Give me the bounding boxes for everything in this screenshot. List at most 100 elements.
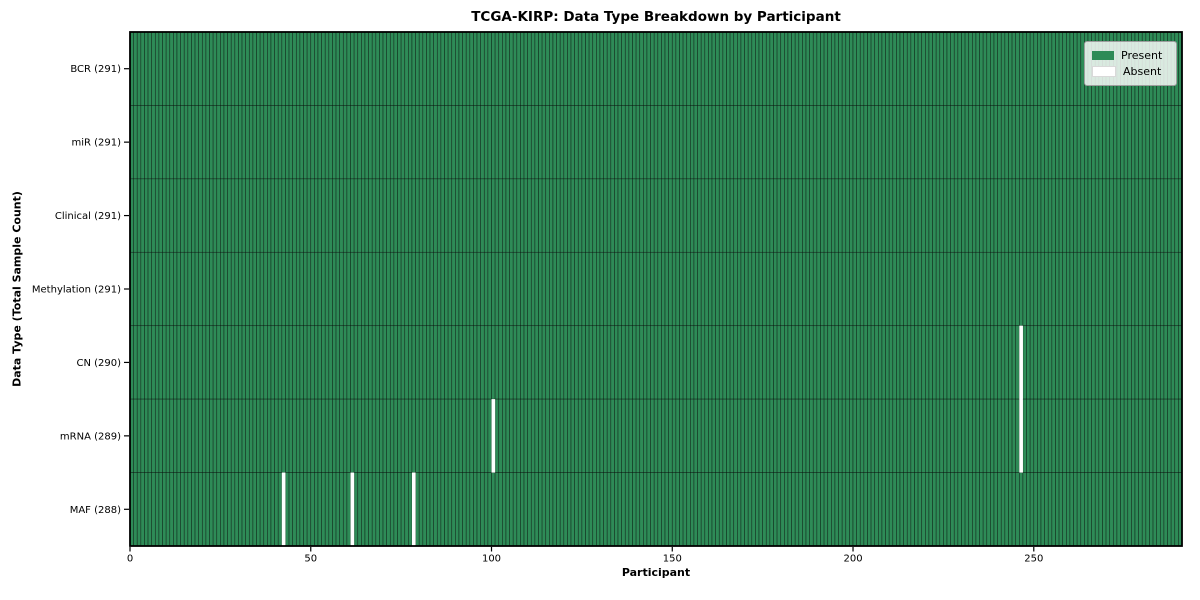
heatmap-cell-present: [668, 398, 673, 473]
heatmap-cell-present: [715, 398, 720, 473]
heatmap-cell-present: [679, 325, 684, 400]
heatmap-cell-present: [389, 398, 395, 473]
heatmap-cell-present: [809, 178, 814, 253]
heatmap-cell-present: [1011, 251, 1017, 327]
heatmap-cell-present: [769, 31, 774, 106]
heatmap-cell-present: [953, 31, 959, 106]
heatmap-cell-present: [614, 178, 619, 253]
heatmap-cell-present: [400, 31, 406, 106]
heatmap-cell-present: [328, 325, 333, 400]
heatmap-cell-present: [335, 105, 341, 180]
heatmap-cell-present: [1145, 472, 1150, 547]
heatmap-cell-present: [892, 325, 897, 400]
heatmap-cell-present: [1116, 178, 1121, 253]
heatmap-cell-present: [950, 325, 955, 400]
heatmap-cell-present: [733, 251, 738, 327]
heatmap-cell-present: [216, 325, 221, 400]
heatmap-cell-present: [1170, 105, 1176, 180]
heatmap-cell-present: [549, 178, 554, 253]
heatmap-cell-present: [303, 251, 308, 327]
plot-border: [129, 31, 1183, 547]
heatmap-cell-present: [502, 251, 507, 327]
heatmap-cell-present: [1022, 105, 1027, 180]
heatmap-cell-present: [194, 398, 200, 473]
heatmap-cell-present: [1084, 398, 1089, 473]
heatmap-cell-present: [1026, 31, 1031, 106]
heatmap-cell-present: [780, 105, 785, 180]
heatmap-cell-present: [1134, 178, 1139, 253]
heatmap-cell-present: [661, 325, 666, 400]
heatmap-cell-present: [859, 325, 865, 400]
heatmap-cell-present: [433, 472, 438, 547]
heatmap-cell-present: [859, 398, 865, 473]
heatmap-cell-present: [545, 31, 550, 106]
heatmap-cell-present: [411, 178, 416, 253]
heatmap-cell-present: [371, 178, 377, 253]
heatmap-cell-present: [762, 325, 767, 400]
heatmap-cell-present: [932, 325, 937, 400]
heatmap-cell-present: [708, 251, 713, 327]
heatmap-cell-present: [509, 472, 514, 547]
x-tick-label: 200: [843, 554, 862, 565]
heatmap-cell-present: [646, 325, 651, 400]
heatmap-cell-present: [183, 251, 189, 327]
heatmap-cell-present: [990, 325, 995, 400]
heatmap-cell-present: [925, 251, 930, 327]
heatmap-cell-present: [169, 31, 174, 106]
heatmap-cell-present: [1138, 398, 1143, 473]
heatmap-cell-present: [563, 398, 568, 473]
heatmap-cell-present: [527, 398, 532, 473]
heatmap-cell-present: [802, 472, 807, 547]
heatmap-cell-present: [581, 472, 586, 547]
heatmap-cell-present: [133, 31, 138, 106]
heatmap-cell-present: [711, 105, 716, 180]
heatmap-cell-present: [234, 398, 239, 473]
heatmap-cell-present: [252, 398, 257, 473]
heatmap-cell-present: [567, 325, 572, 400]
heatmap-cell-present: [765, 251, 771, 327]
heatmap-cell-present: [971, 472, 977, 547]
heatmap-cell-present: [697, 325, 702, 400]
heatmap-cell-present: [646, 472, 651, 547]
heatmap-cell-present: [874, 178, 879, 253]
heatmap-cell-present: [169, 325, 174, 400]
heatmap-cell-present: [1087, 325, 1092, 400]
heatmap-cell-present: [928, 472, 933, 547]
heatmap-cell-present: [870, 178, 876, 253]
heatmap-cell-present: [436, 31, 442, 106]
heatmap-cell-present: [599, 472, 604, 547]
heatmap-cell-present: [596, 325, 601, 400]
heatmap-cell-present: [946, 398, 951, 473]
heatmap-cell-present: [711, 251, 716, 327]
heatmap-cell-present: [657, 472, 662, 547]
heatmap-cell-present: [180, 105, 185, 180]
heatmap-cell-present: [1076, 472, 1082, 547]
heatmap-cell-present: [762, 178, 767, 253]
heatmap-cell-present: [429, 325, 434, 400]
heatmap-cell-present: [990, 251, 995, 327]
heatmap-cell-present: [910, 472, 915, 547]
heatmap-cell-present: [975, 251, 980, 327]
heatmap-cell-present: [274, 398, 279, 473]
heatmap-cell-present: [610, 178, 615, 253]
heatmap-cell-present: [671, 178, 677, 253]
heatmap-cell-present: [1004, 472, 1009, 547]
heatmap-cell-present: [180, 31, 185, 106]
heatmap-cell-present: [632, 251, 637, 327]
heatmap-cell-present: [306, 31, 312, 106]
heatmap-cell-present: [415, 325, 420, 400]
heatmap-cell-present: [169, 105, 174, 180]
heatmap-cell-present: [483, 31, 489, 106]
heatmap-cell-present: [512, 251, 518, 327]
heatmap-cell-present: [241, 325, 247, 400]
heatmap-cell-present: [230, 178, 236, 253]
heatmap-cell-present: [686, 325, 691, 400]
heatmap-cell-present: [704, 472, 709, 547]
heatmap-cell-present: [686, 105, 691, 180]
heatmap-cell-present: [473, 251, 478, 327]
heatmap-cell-present: [288, 105, 294, 180]
heatmap-cell-present: [1127, 251, 1132, 327]
heatmap-cell-absent: [281, 472, 286, 546]
heatmap-cell-present: [436, 178, 442, 253]
heatmap-cell-present: [1109, 178, 1114, 253]
